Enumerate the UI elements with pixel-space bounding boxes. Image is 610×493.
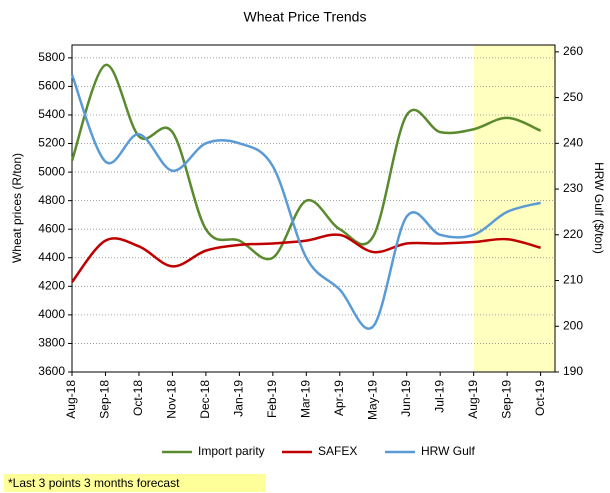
chart-title: Wheat Price Trends xyxy=(244,9,367,25)
y-tick-label: 5600 xyxy=(38,79,65,93)
y-tick-label: 4800 xyxy=(38,193,65,207)
x-tick-label: Dec-18 xyxy=(198,380,212,419)
x-tick-label: Nov-18 xyxy=(165,380,179,419)
series-line xyxy=(70,63,542,261)
y2-tick-label: 210 xyxy=(563,273,583,287)
y-tick-label: 4600 xyxy=(38,221,65,235)
y2-tick-label: 190 xyxy=(563,364,583,378)
y2-tick-label: 260 xyxy=(563,44,583,58)
x-tick-label: Aug-19 xyxy=(466,380,480,419)
x-tick-label: Jun-19 xyxy=(399,380,413,417)
y2-tick-label: 220 xyxy=(563,227,583,241)
x-tick-label: May-19 xyxy=(365,380,379,420)
footnote: *Last 3 points 3 months forecast xyxy=(8,476,180,490)
x-tick-label: Sep-19 xyxy=(499,380,513,419)
y-tick-label: 3600 xyxy=(38,364,65,378)
y-tick-label: 3800 xyxy=(38,336,65,350)
y2-tick-label: 200 xyxy=(563,318,583,332)
y2-tick-label: 230 xyxy=(563,181,583,195)
y-tick-label: 5000 xyxy=(38,164,65,178)
y-tick-label: 4000 xyxy=(38,307,65,321)
x-tick-label: Mar-19 xyxy=(298,380,312,418)
x-tick-label: Jul-19 xyxy=(432,380,446,413)
y2-axis-title: HRW Gulf ($/ton) xyxy=(592,162,606,254)
legend-label: Import parity xyxy=(198,444,265,458)
x-tick-label: Feb-19 xyxy=(265,380,279,418)
legend-label: SAFEX xyxy=(318,444,357,458)
x-tick-label: Oct-19 xyxy=(533,380,547,416)
x-tick-label: Sep-18 xyxy=(98,380,112,419)
legend-label: HRW Gulf xyxy=(421,444,475,458)
y-tick-label: 4400 xyxy=(38,250,65,264)
y-tick-label: 4200 xyxy=(38,278,65,292)
y-tick-label: 5400 xyxy=(38,107,65,121)
y-axis-title: Wheat prices (R/ton) xyxy=(10,153,24,263)
x-tick-label: Apr-19 xyxy=(332,380,346,416)
plot-frame xyxy=(71,44,556,373)
series-line xyxy=(70,74,541,330)
footnote-box xyxy=(4,474,266,492)
y2-tick-label: 240 xyxy=(563,136,583,150)
x-tick-label: Oct-18 xyxy=(131,380,145,416)
y-tick-label: 5200 xyxy=(38,136,65,150)
series-line xyxy=(71,233,541,283)
y-tick-label: 5800 xyxy=(38,50,65,64)
y2-tick-label: 250 xyxy=(563,90,583,104)
x-tick-label: Aug-18 xyxy=(64,380,78,419)
x-tick-label: Jan-19 xyxy=(232,380,246,417)
